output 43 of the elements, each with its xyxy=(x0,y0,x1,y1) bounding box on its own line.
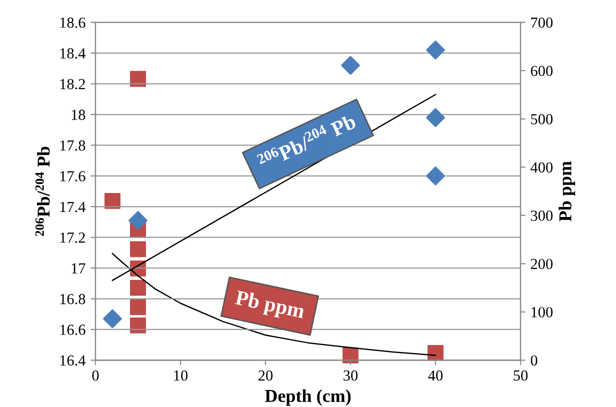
point xyxy=(130,70,146,87)
point xyxy=(130,241,146,258)
x-tick-label: 30 xyxy=(344,370,358,381)
y-tick-label: 17.6 xyxy=(60,171,86,182)
y-tick-label: 16.4 xyxy=(60,355,86,366)
point xyxy=(426,108,445,128)
y-tick-label: 18 xyxy=(72,110,86,120)
y-tick-label: 18.2 xyxy=(60,78,85,90)
point xyxy=(341,56,360,75)
x-tick-label: 50 xyxy=(514,370,528,381)
point xyxy=(130,299,146,316)
x-axis-title: Depth (cm) xyxy=(264,389,351,406)
y2-tick-label: 200 xyxy=(530,258,553,270)
y-tick-label: 18.4 xyxy=(60,48,86,59)
y-tick-label: 17.8 xyxy=(60,140,86,151)
y-tick-label: 16.8 xyxy=(60,294,86,304)
point xyxy=(130,317,146,334)
y-tick-label: 17.2 xyxy=(60,232,85,243)
x-tick-label: 10 xyxy=(174,370,188,381)
point xyxy=(104,192,120,209)
y2-tick-label: 600 xyxy=(530,66,553,76)
point xyxy=(128,210,148,230)
y2-tick-label: 700 xyxy=(531,18,553,28)
x-tick-label: 40 xyxy=(428,370,443,381)
point xyxy=(103,309,122,328)
y2-tick-label: 300 xyxy=(530,210,553,221)
y-axis-title: $^{206}$Pb/$^{204}$ Pb xyxy=(35,146,50,236)
y2-axis-title: Pb ppm xyxy=(558,161,576,222)
x-tick-label: 0 xyxy=(92,370,99,381)
point xyxy=(426,40,445,60)
text: Pb ppm xyxy=(234,290,306,323)
y2-tick-label: 500 xyxy=(531,114,553,124)
y-tick-label: 16.6 xyxy=(60,324,86,336)
point xyxy=(130,280,146,296)
y2-tick-label: 100 xyxy=(532,307,553,318)
y-tick-label: 17 xyxy=(72,263,86,274)
y-tick-label: 17.4 xyxy=(60,202,86,212)
y2-tick-label: 400 xyxy=(530,162,553,173)
y-tick-label: 18.6 xyxy=(60,18,86,28)
text: $^{206}$Pb/$^{204}$ Pb xyxy=(256,112,357,170)
y2-tick-label: 0 xyxy=(530,355,538,366)
point xyxy=(426,166,445,186)
x-tick-label: 20 xyxy=(258,370,273,381)
